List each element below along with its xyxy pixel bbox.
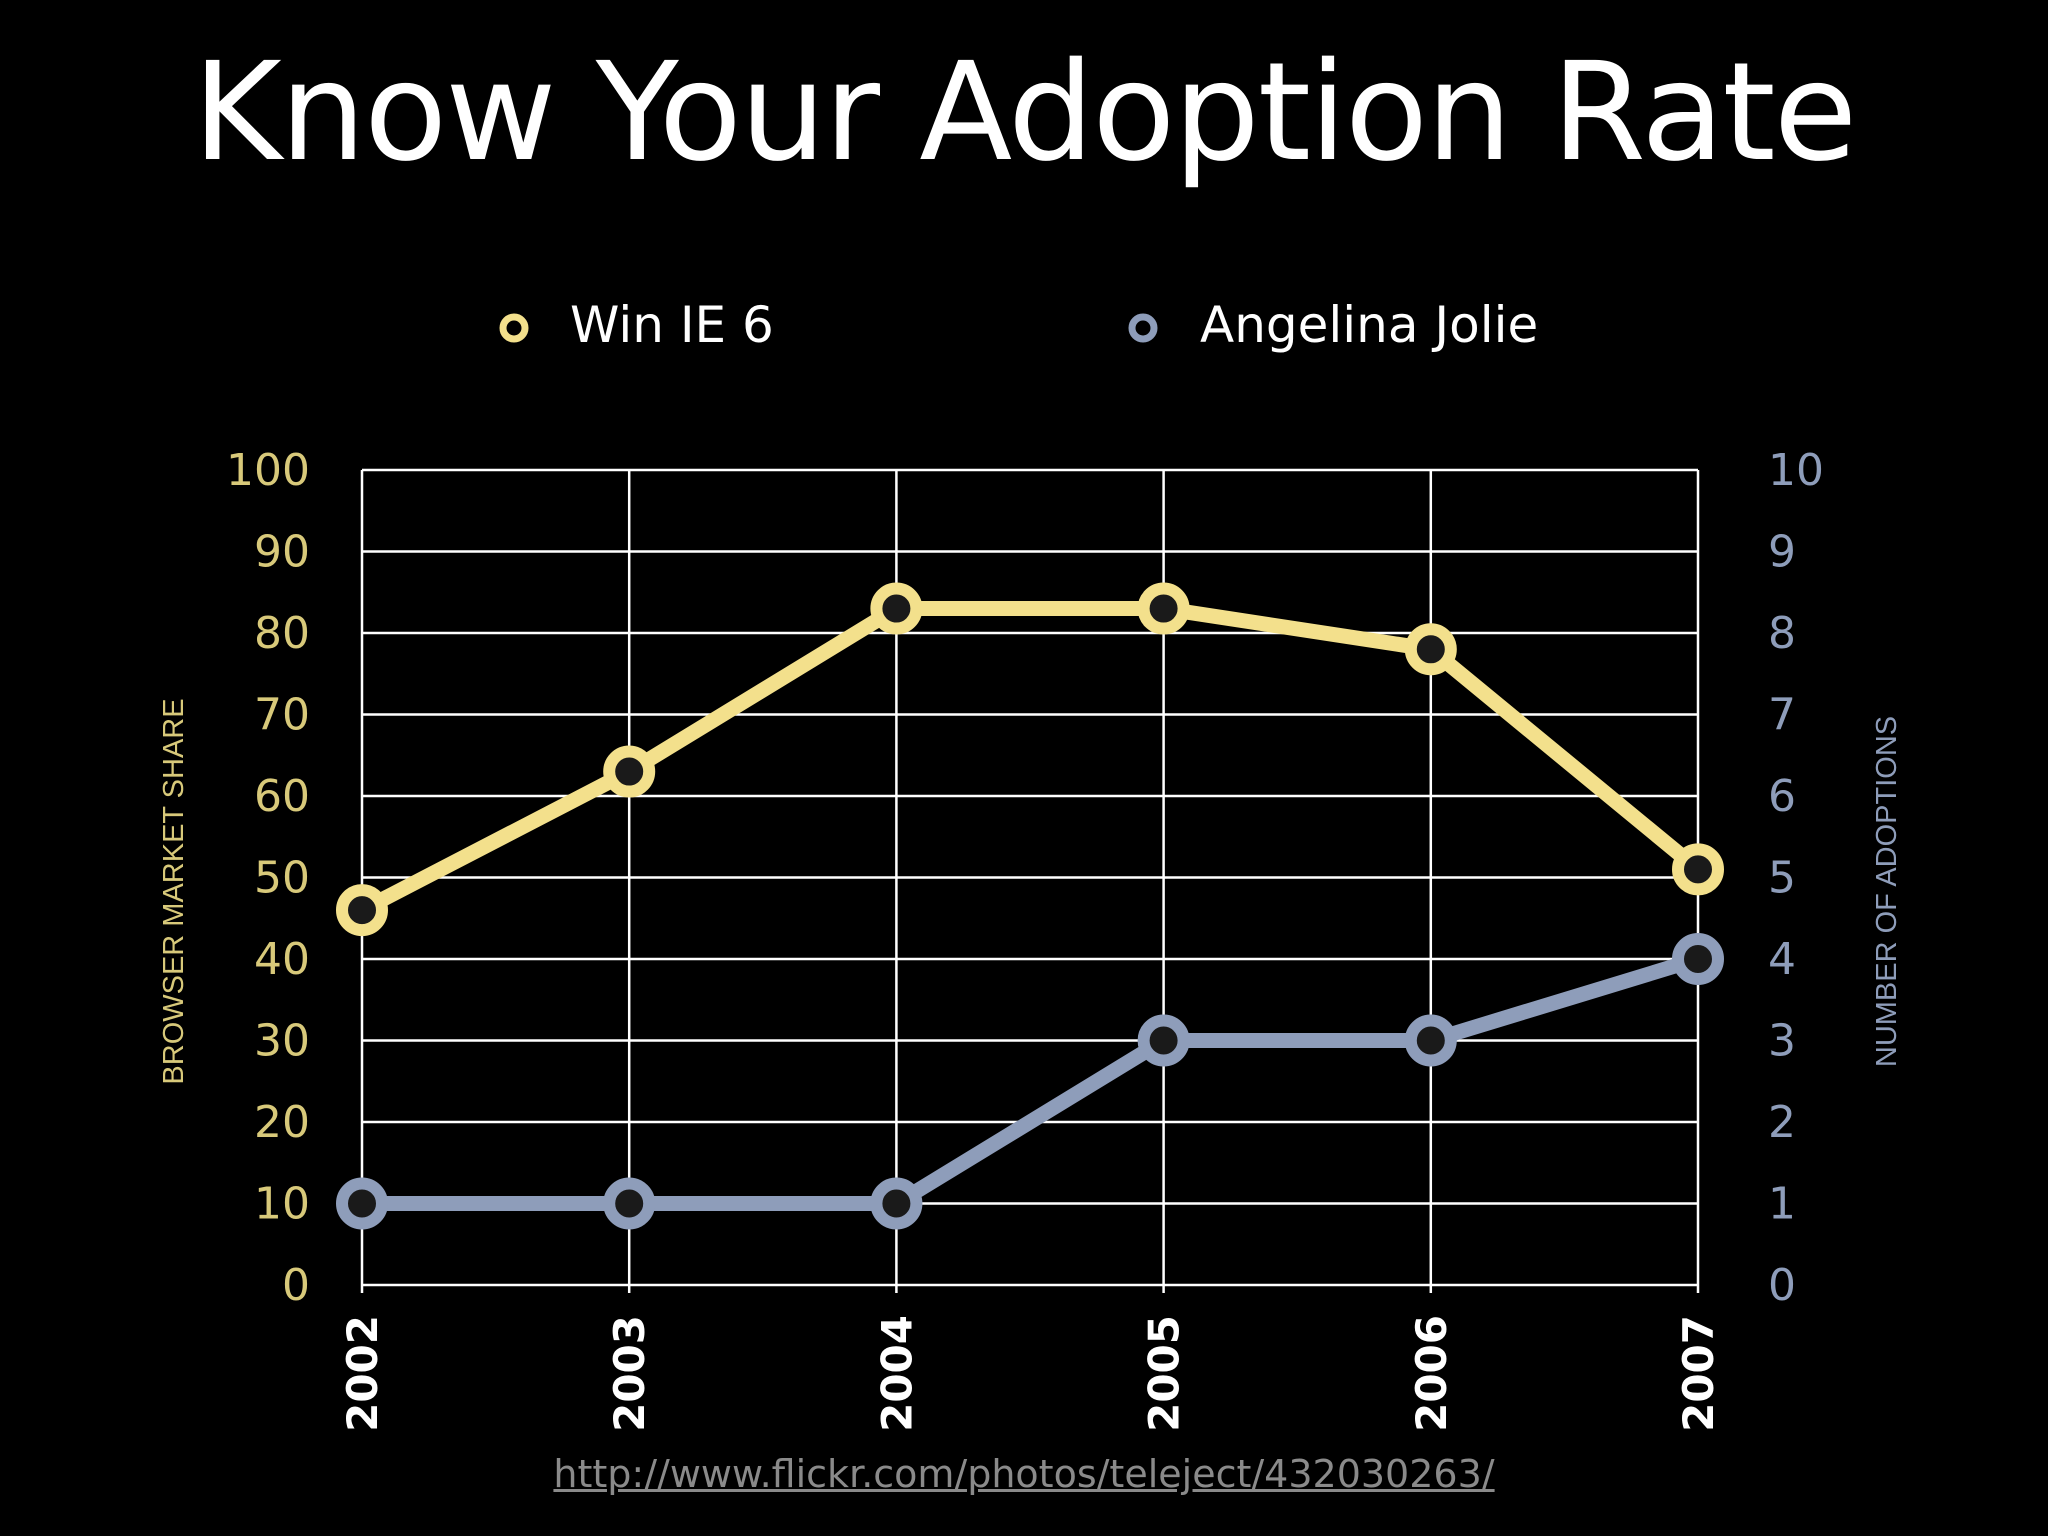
chart-series (336, 582, 1724, 1230)
data-point (1672, 843, 1724, 896)
right-y-tick-label: 8 (1768, 608, 1796, 659)
x-tick-label: 2002 (338, 1315, 387, 1432)
left-y-tick-label: 80 (254, 608, 310, 659)
x-tick-label: 2005 (1140, 1315, 1189, 1432)
chart-grid (360, 468, 1700, 1293)
series-line-win-ie-6 (354, 601, 1706, 918)
legend-marker (1128, 313, 1158, 343)
x-tick-label: 2006 (1407, 1315, 1456, 1432)
left-y-tick-label: 90 (254, 527, 310, 578)
left-y-tick-label: 60 (254, 771, 310, 822)
right-y-tick-label: 9 (1768, 527, 1796, 578)
source-link[interactable]: http://www.flickr.com/photos/teleject/43… (553, 1452, 1495, 1496)
left-y-tick-label: 70 (254, 690, 310, 741)
data-point (603, 1177, 656, 1230)
page-title: Know Your Adoption Rate (192, 34, 1858, 192)
data-point (1404, 623, 1457, 676)
series-line-angelina-jolie (354, 951, 1706, 1211)
data-point (336, 1177, 388, 1230)
chart-axes: 0 0 10 1 20 2 30 3 40 4 50 5 60 6 70 7 80 8 90 9 100 10 2002 20… (158, 445, 1903, 1432)
left-y-tick-label: 100 (226, 445, 310, 496)
left-y-tick-label: 10 (254, 1179, 310, 1230)
right-y-tick-label: 1 (1768, 1179, 1796, 1230)
legend-label: Angelina Jolie (1200, 296, 1538, 354)
x-tick-label: 2003 (605, 1315, 654, 1432)
data-point (1137, 1014, 1190, 1067)
right-y-tick-label: 7 (1768, 690, 1796, 741)
right-y-tick-label: 10 (1768, 445, 1824, 496)
right-y-tick-label: 4 (1768, 934, 1796, 985)
left-y-tick-label: 20 (254, 1097, 310, 1148)
data-point (336, 884, 388, 937)
right-y-tick-label: 0 (1768, 1260, 1796, 1311)
data-point (603, 745, 656, 798)
data-point (870, 1177, 923, 1230)
data-point (870, 582, 923, 635)
chart-legend: Win IE 6 Angelina Jolie (499, 296, 1538, 354)
left-y-tick-label: 50 (254, 853, 310, 904)
left-y-tick-label: 0 (282, 1260, 310, 1311)
right-y-axis-label: NUMBER OF ADOPTIONS (1871, 716, 1903, 1067)
legend-label: Win IE 6 (570, 296, 774, 354)
left-y-tick-label: 30 (254, 1016, 310, 1067)
right-y-tick-label: 3 (1768, 1016, 1796, 1067)
right-y-tick-label: 2 (1768, 1097, 1796, 1148)
data-point (1672, 933, 1724, 985)
left-y-tick-label: 40 (254, 934, 310, 985)
x-tick-label: 2007 (1674, 1315, 1723, 1432)
right-y-tick-label: 5 (1768, 853, 1796, 904)
left-y-axis-label: BROWSER MARKET SHARE (158, 698, 190, 1084)
data-point (1404, 1014, 1457, 1067)
legend-marker (499, 313, 529, 343)
x-tick-label: 2004 (872, 1315, 921, 1432)
data-point (1137, 582, 1190, 635)
right-y-tick-label: 6 (1768, 771, 1796, 822)
